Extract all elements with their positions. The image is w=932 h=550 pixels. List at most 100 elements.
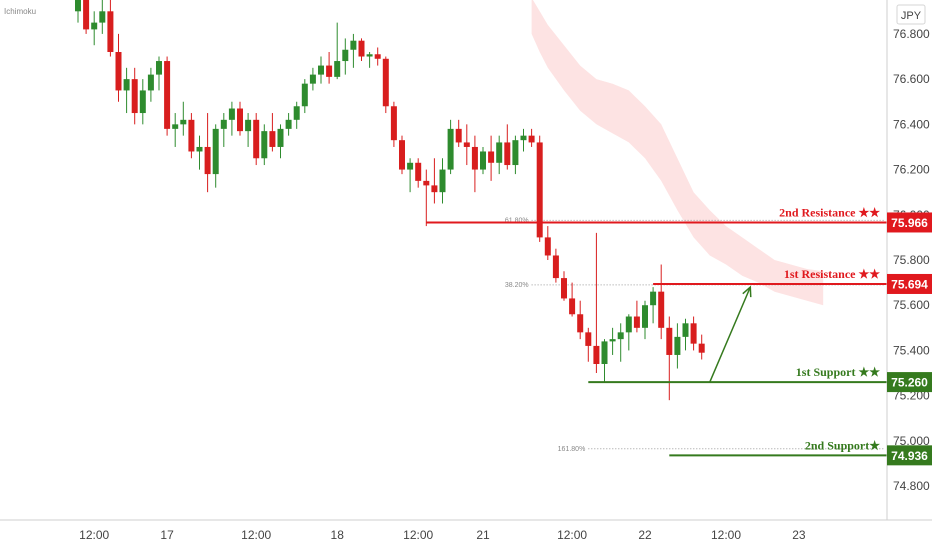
candle-body-69 [633,316,640,328]
time-axis: 12:00 17 12:00 18 12:00 21 12:00 22 12:00 23 [79,528,806,542]
candle-body-6 [123,79,130,91]
candle-body-24 [269,131,276,147]
candle-body-73 [666,327,673,355]
candle-body-70 [642,305,648,328]
projection-arrowhead [742,285,752,298]
candle-body-53 [504,142,511,166]
price-tick-10: 76.800 [893,27,930,41]
candle-body-65 [601,341,608,364]
candle-body-72 [658,291,665,328]
candle-body-55 [520,135,527,141]
candle-body-44 [431,185,438,193]
candle-body-32 [334,61,341,77]
candle-body-61 [569,298,576,315]
candle-body-25 [277,128,284,147]
candle-body-76 [690,323,697,344]
candle-body-66 [609,339,616,342]
candle-body-19 [228,108,235,120]
candle-body-71 [650,291,657,306]
fib-label-0: 61.80% [505,217,529,224]
candle-body-63 [585,332,592,346]
projection-arrow [709,285,752,383]
candle-body-38 [382,58,389,107]
candle-body-9 [147,74,154,91]
candle-body-20 [237,108,243,132]
currency-label: JPY [901,10,922,22]
candle-body-74 [674,336,681,355]
currency-box[interactable] [896,4,926,25]
price-tick-5: 75.800 [893,253,930,267]
candle-body-45 [439,169,446,193]
candle-body-46 [447,128,454,170]
candle-body-16 [204,146,211,175]
candle-body-68 [625,316,632,333]
support-resistance-levels: 2nd Resistance ★★ 1st Resistance ★★ 1st Su… [426,205,887,457]
candle-body-41 [407,162,414,170]
candle-body-22 [253,119,260,159]
price-badge-text-3: 74.936 [891,449,928,463]
price-tick-7: 76.200 [893,163,930,177]
candle-body-39 [390,106,397,141]
candle-body-14 [188,119,195,152]
price-tick-8: 76.400 [893,117,930,131]
time-tick-5: 21 [476,528,490,542]
candle-body-48 [463,142,470,147]
candle-body-37 [374,54,381,59]
fib-label-1: 38.20% [505,282,529,289]
price-badge-text-2: 75.260 [891,376,928,390]
candle-body-50 [480,151,486,170]
candle-body-33 [342,49,349,62]
candle-body-27 [293,106,300,120]
time-tick-9: 23 [792,528,806,542]
candle-body-2 [91,22,98,30]
time-tick-6: 12:00 [557,528,587,542]
time-tick-0: 12:00 [79,528,109,542]
candle-body-62 [577,314,584,333]
time-tick-7: 22 [638,528,652,542]
candle-body-30 [318,65,324,75]
candle-body-54 [512,140,519,166]
candle-body-51 [488,151,495,163]
candle-body-3 [99,11,106,23]
candle-body-49 [471,146,478,170]
candle-body-67 [617,332,624,340]
candle-body-23 [261,131,268,159]
price-tick-2: 75.200 [893,389,930,403]
price-badge-2 [887,372,932,393]
price-badge-3 [887,445,932,466]
candle-body-21 [245,119,252,132]
fib-label-2: 161.80% [558,446,586,453]
candle-body-52 [496,142,503,163]
candle-body-77 [698,343,705,353]
candle-body-28 [301,83,308,107]
candle-body-18 [220,119,227,129]
candle-body-36 [366,54,373,57]
time-tick-8: 12:00 [711,528,741,542]
candle-body-42 [415,162,422,181]
price-tick-4: 75.600 [893,298,930,312]
candle-body-0 [75,0,81,12]
time-tick-2: 12:00 [241,528,271,542]
candles [75,0,705,401]
indicator-label: Ichimoku [4,7,36,16]
candle-body-13 [180,119,187,125]
candle-body-47 [455,128,462,143]
candle-body-1 [83,0,90,30]
price-tick-1: 75.000 [893,434,930,448]
price-badge-text-0: 75.966 [891,216,928,230]
candle-body-64 [593,345,600,364]
price-tick-0: 74.800 [893,479,930,493]
time-tick-1: 17 [160,528,174,542]
projection-line [709,286,751,383]
candle-body-59 [552,255,559,279]
time-tick-3: 18 [331,528,345,542]
candle-body-34 [350,40,357,50]
candle-body-75 [682,323,689,337]
price-badge-0 [887,212,932,233]
level-label-2: 1st Support ★★ [796,365,880,379]
level-label-1: 1st Resistance ★★ [784,267,880,281]
candle-body-58 [544,237,551,256]
candle-body-60 [561,278,567,299]
candle-body-7 [131,79,138,114]
